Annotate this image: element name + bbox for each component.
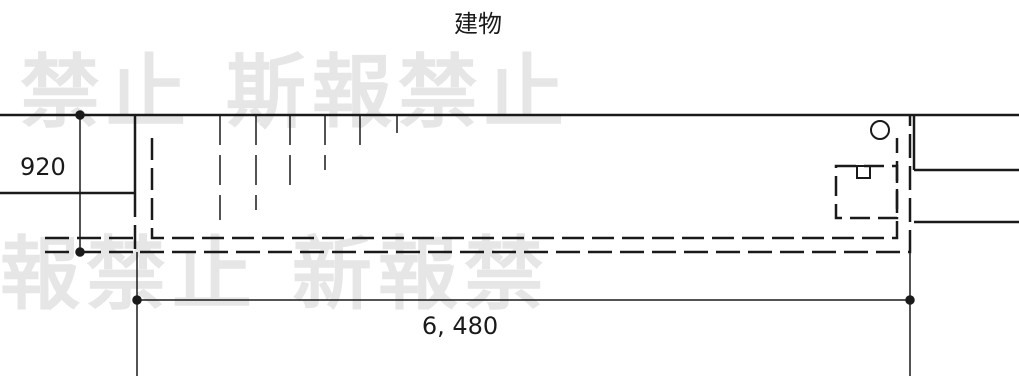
- equipment-box: [834, 164, 899, 220]
- outer-dashed-outline: [133, 115, 912, 254]
- dimension-horizontal-label: 6, 480: [422, 312, 498, 340]
- building-label: 建物: [454, 10, 502, 38]
- dimension-vertical-label: 920: [20, 153, 66, 181]
- vdim-dot-top: [75, 110, 85, 120]
- equipment-small-box: [856, 165, 871, 179]
- watermark-row-2: 報禁止 新報禁: [0, 228, 550, 321]
- hdim-dot-left: [132, 295, 142, 305]
- hdim-dot-right: [905, 295, 915, 305]
- watermark-row-1: 禁止 斯報禁止: [20, 46, 570, 139]
- vdim-dot-bottom: [75, 247, 85, 257]
- drain-circle: [870, 120, 890, 140]
- inner-dashed-outline: [150, 138, 899, 240]
